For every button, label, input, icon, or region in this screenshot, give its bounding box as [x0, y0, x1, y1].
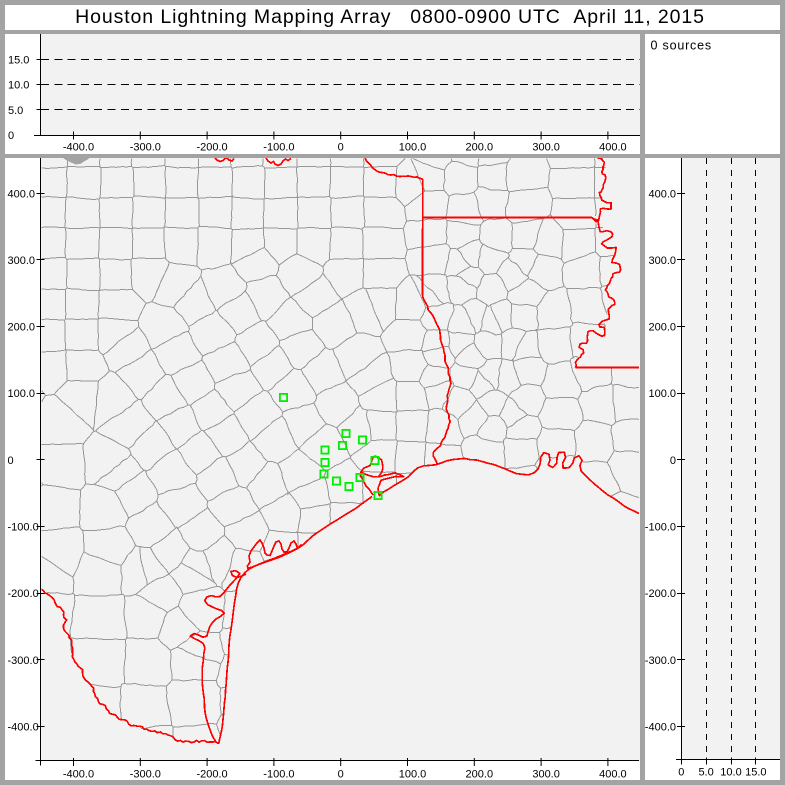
- svg-text:-200.0: -200.0: [8, 588, 39, 600]
- svg-text:-100.0: -100.0: [263, 769, 294, 781]
- svg-text:100.0: 100.0: [8, 388, 36, 400]
- svg-text:10.0: 10.0: [720, 767, 741, 779]
- svg-text:0: 0: [678, 767, 684, 779]
- svg-text:100.0: 100.0: [399, 769, 427, 781]
- svg-text:300.0: 300.0: [532, 769, 560, 781]
- svg-text:-300.0: -300.0: [130, 769, 161, 781]
- svg-text:0: 0: [8, 130, 14, 142]
- svg-text:-300.0: -300.0: [645, 655, 676, 667]
- svg-text:-400.0: -400.0: [63, 769, 94, 781]
- svg-text:-200.0: -200.0: [645, 588, 676, 600]
- svg-text:400.0: 400.0: [8, 188, 36, 200]
- svg-text:300.0: 300.0: [648, 255, 676, 267]
- svg-text:-300.0: -300.0: [130, 142, 161, 154]
- svg-text:400.0: 400.0: [599, 142, 627, 154]
- svg-text:100.0: 100.0: [648, 388, 676, 400]
- svg-text:200.0: 200.0: [648, 322, 676, 334]
- svg-text:0 sources: 0 sources: [651, 39, 712, 53]
- svg-text:-200.0: -200.0: [196, 142, 227, 154]
- svg-text:-400.0: -400.0: [63, 142, 94, 154]
- svg-text:0: 0: [338, 142, 344, 154]
- svg-text:0: 0: [338, 769, 344, 781]
- svg-text:-100.0: -100.0: [263, 142, 294, 154]
- svg-text:-300.0: -300.0: [8, 655, 39, 667]
- svg-text:-200.0: -200.0: [196, 769, 227, 781]
- svg-text:-100.0: -100.0: [8, 522, 39, 534]
- svg-text:400.0: 400.0: [648, 188, 676, 200]
- svg-text:400.0: 400.0: [599, 769, 627, 781]
- svg-text:15.0: 15.0: [8, 55, 29, 67]
- svg-text:-100.0: -100.0: [645, 522, 676, 534]
- svg-text:-400.0: -400.0: [645, 722, 676, 734]
- svg-text:0: 0: [8, 455, 14, 467]
- svg-text:0: 0: [670, 455, 676, 467]
- svg-text:300.0: 300.0: [8, 255, 36, 267]
- svg-text:10.0: 10.0: [8, 80, 29, 92]
- svg-text:Houston Lightning Mapping Arra: Houston Lightning Mapping Array 0800-090…: [75, 6, 705, 28]
- svg-text:-400.0: -400.0: [8, 722, 39, 734]
- svg-text:100.0: 100.0: [399, 142, 427, 154]
- svg-text:200.0: 200.0: [466, 142, 494, 154]
- svg-text:5.0: 5.0: [8, 105, 23, 117]
- svg-text:200.0: 200.0: [8, 322, 36, 334]
- svg-text:300.0: 300.0: [532, 142, 560, 154]
- svg-text:200.0: 200.0: [466, 769, 494, 781]
- svg-text:15.0: 15.0: [745, 767, 766, 779]
- svg-text:5.0: 5.0: [698, 767, 713, 779]
